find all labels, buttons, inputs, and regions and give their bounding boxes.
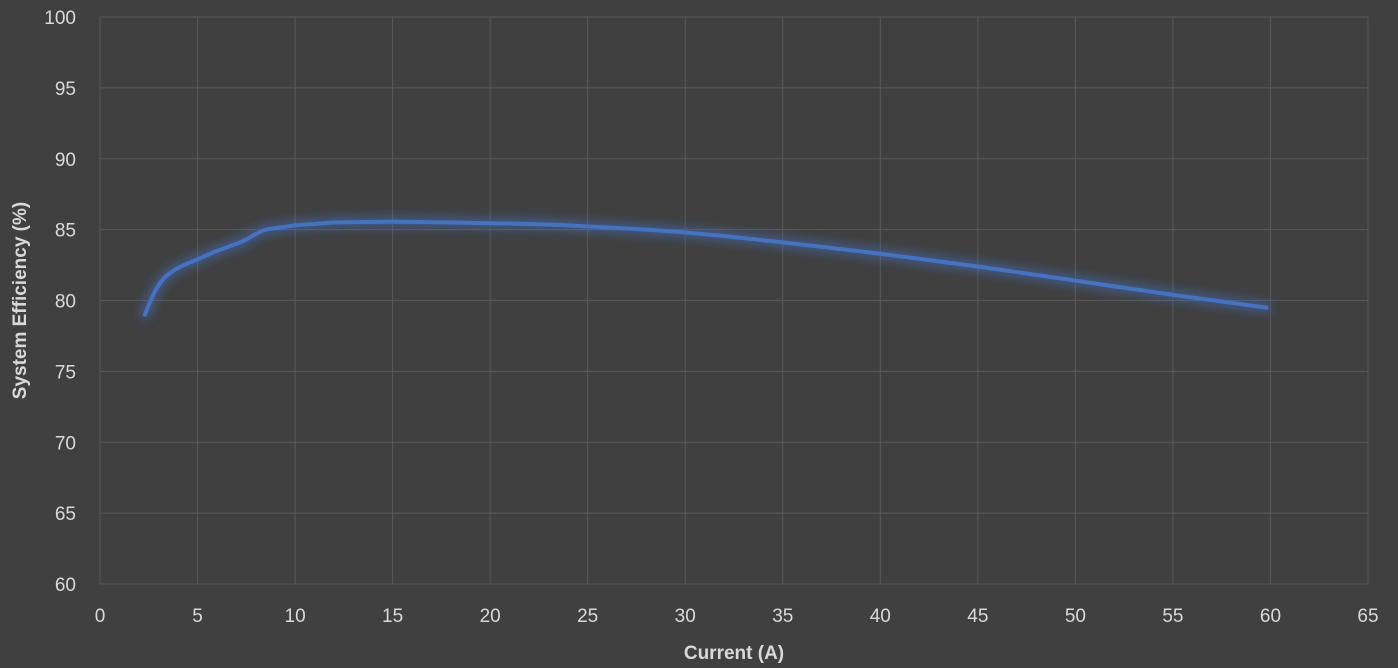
x-tick-label: 0 bbox=[95, 606, 106, 627]
x-tick-label: 5 bbox=[192, 606, 203, 627]
x-tick-label: 40 bbox=[870, 606, 891, 627]
y-axis-title: System Efficiency (%) bbox=[10, 202, 31, 399]
gridlines bbox=[99, 16, 1369, 585]
x-axis-title: Current (A) bbox=[684, 643, 784, 664]
y-tick-label: 90 bbox=[55, 150, 76, 171]
x-tick-label: 35 bbox=[772, 606, 793, 627]
y-tick-label: 65 bbox=[55, 504, 76, 525]
y-tick-label: 95 bbox=[55, 79, 76, 100]
x-tick-label: 45 bbox=[967, 606, 988, 627]
y-tick-label: 100 bbox=[44, 8, 76, 29]
x-tick-label: 30 bbox=[675, 606, 696, 627]
y-tick-label: 60 bbox=[55, 575, 76, 596]
x-tick-label: 15 bbox=[382, 606, 403, 627]
x-tick-label: 20 bbox=[480, 606, 501, 627]
x-tick-label: 50 bbox=[1065, 606, 1086, 627]
series-line bbox=[142, 219, 1269, 317]
y-tick-label: 70 bbox=[55, 433, 76, 454]
tick-labels: 60 65 70 75 80 85 90 95 100 0 5 10 15 20 25 30 35 40 45 50 5… bbox=[44, 8, 1378, 627]
x-tick-label: 55 bbox=[1162, 606, 1183, 627]
y-tick-label: 85 bbox=[55, 221, 76, 242]
y-tick-label: 75 bbox=[55, 362, 76, 383]
x-tick-label: 10 bbox=[285, 606, 306, 627]
x-tick-label: 25 bbox=[577, 606, 598, 627]
plot-area bbox=[139, 216, 1272, 320]
y-tick-label: 80 bbox=[55, 292, 76, 313]
x-tick-label: 65 bbox=[1357, 606, 1378, 627]
x-tick-label: 60 bbox=[1260, 606, 1281, 627]
